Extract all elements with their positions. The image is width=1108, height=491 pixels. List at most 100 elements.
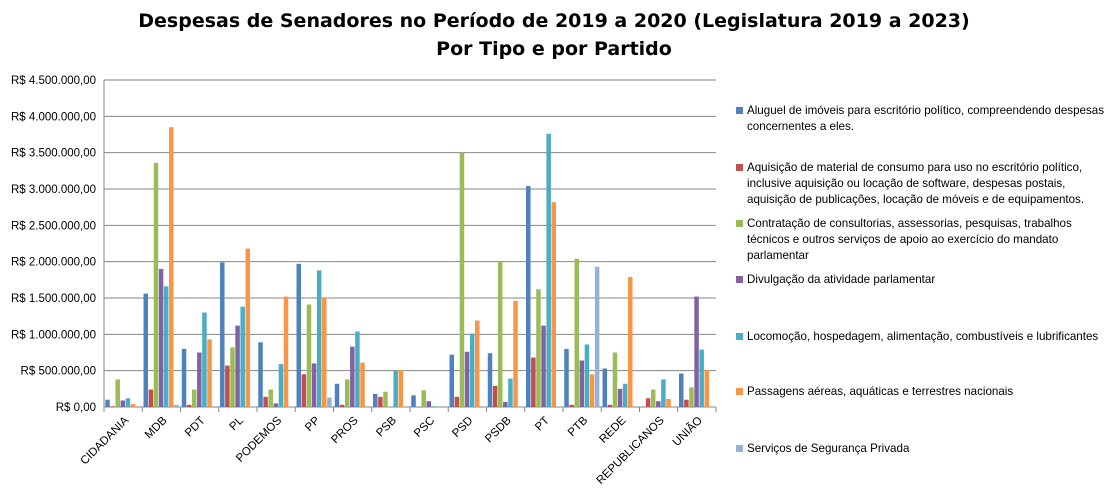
bar (174, 404, 179, 407)
bar (191, 389, 197, 407)
bar (569, 404, 574, 407)
bar (393, 370, 398, 407)
bar (475, 320, 480, 407)
y-tick-label: R$ 1.000.000,00 (11, 329, 96, 341)
x-tick-label: MDB (143, 414, 170, 441)
bar (263, 396, 268, 407)
bar (273, 403, 279, 407)
bar (125, 398, 131, 407)
bar (594, 266, 600, 407)
y-tick-label: R$ 4.500.000,00 (11, 75, 96, 87)
bar (278, 364, 284, 407)
bar (536, 289, 541, 407)
x-tick-label: CIDADANIA (78, 414, 131, 467)
bar (207, 339, 212, 407)
x-tick-label: PSB (374, 414, 399, 439)
bar (546, 133, 551, 407)
bar (301, 374, 307, 407)
legend-label: Serviços de Segurança Privada (747, 442, 910, 455)
bar (383, 391, 388, 407)
bar (296, 263, 302, 407)
bar (220, 262, 225, 407)
bar (694, 296, 699, 407)
bar (426, 401, 432, 407)
y-tick-label: R$ 2.500.000,00 (11, 220, 96, 232)
bar (186, 404, 192, 407)
bar (645, 398, 651, 407)
legend-label: Aquisição de material de consumo para us… (747, 161, 1085, 206)
bar (508, 378, 513, 407)
bar (469, 333, 475, 407)
bar (459, 152, 465, 407)
legend-label: Contratação de consultorias, assessorias… (747, 217, 1072, 262)
legend-label: Aluguel de imóveis para escritório polít… (747, 104, 1105, 133)
bar (421, 390, 426, 407)
bar (311, 363, 317, 407)
bar (497, 261, 503, 407)
y-tick-label: R$ 4.000.000,00 (11, 111, 96, 123)
bar (602, 368, 608, 407)
bar (704, 369, 710, 407)
x-tick-label: PSC (412, 415, 437, 440)
bar (531, 357, 536, 407)
bar (526, 186, 531, 407)
bar (163, 286, 169, 407)
bar (181, 348, 187, 407)
bar (373, 393, 378, 407)
bar (513, 300, 518, 407)
x-tick-label: PSDB (483, 414, 514, 445)
bar (628, 276, 633, 407)
x-tick-label: PROS (329, 414, 361, 446)
bar (130, 404, 136, 407)
bar (110, 406, 115, 407)
bar (378, 396, 383, 407)
y-tick-label: R$ 1.500.000,00 (11, 293, 96, 305)
y-tick-label: R$ 3.000.000,00 (11, 184, 96, 196)
bar (105, 399, 110, 407)
bar (589, 374, 595, 407)
bar (607, 404, 613, 407)
bar (411, 395, 416, 407)
bar (622, 383, 628, 407)
y-tick-label: R$ 2.000.000,00 (11, 257, 96, 269)
bar (541, 325, 546, 407)
bar (492, 385, 498, 407)
bar (350, 346, 355, 407)
bar (689, 387, 694, 407)
legend-swatch (736, 276, 743, 283)
bar (449, 354, 455, 407)
x-tick-label: REDE (597, 414, 628, 445)
bar (579, 360, 585, 407)
bar (316, 270, 322, 407)
x-tick-label: PDT (183, 415, 208, 440)
y-tick-label: R$ 0,00 (56, 402, 96, 414)
y-tick-label: R$ 500.000,00 (21, 366, 96, 378)
bar (230, 347, 235, 407)
legend-swatch (736, 388, 743, 395)
bar (656, 401, 661, 407)
bar (617, 388, 623, 407)
legend-swatch (736, 164, 743, 171)
bar (143, 293, 149, 407)
chart-subtitle: Por Tipo e por Partido (436, 38, 672, 60)
bar (115, 379, 120, 407)
bar (464, 351, 470, 407)
bar (574, 258, 579, 407)
bar (360, 362, 365, 407)
bar (564, 348, 569, 407)
y-tick-label: R$ 3.500.000,00 (11, 148, 96, 160)
bar (148, 389, 154, 407)
bar (334, 383, 340, 407)
bar (650, 389, 656, 407)
bar (322, 297, 327, 407)
legend-label: Divulgação da atividade parlamentar (747, 273, 936, 286)
x-tick-label: PP (303, 414, 323, 434)
bar (398, 369, 404, 407)
x-tick-label: PT (533, 415, 552, 434)
bar (245, 248, 251, 407)
bar (235, 325, 240, 407)
legend-swatch (736, 333, 743, 340)
bar (202, 312, 207, 407)
bar (699, 349, 704, 407)
